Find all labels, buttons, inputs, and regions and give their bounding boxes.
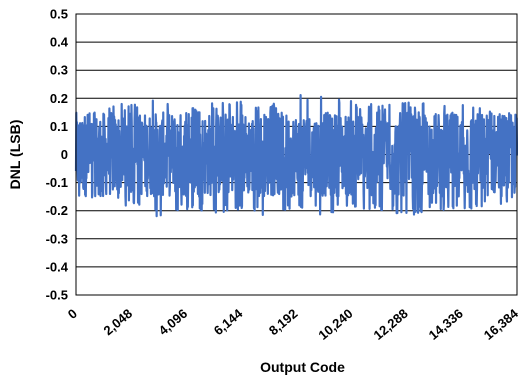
plot-frame [75, 13, 518, 296]
x-tick-label: 6,144 [211, 305, 246, 338]
y-tick-label: 0.4 [50, 35, 69, 50]
y-tick-label: 0.5 [50, 7, 68, 22]
x-tick-label: 2,048 [100, 306, 135, 338]
y-tick-label: 0.2 [50, 91, 68, 106]
x-tick-label: 12,288 [371, 306, 411, 343]
x-tick-label: 0 [65, 306, 80, 322]
dnl-series-line [74, 94, 518, 218]
y-tick-labels: 0.5 0.4 0.3 0.2 0.1 0 -0.1 -0.2 -0.3 -0.4 -0.5 [46, 7, 69, 303]
x-tick-label: 14,336 [426, 306, 466, 343]
y-tick-label: -0.5 [46, 288, 68, 303]
y-tick-label: 0 [61, 147, 68, 162]
x-tick-label: 16,384 [481, 305, 518, 343]
y-tick-label: -0.1 [46, 175, 68, 190]
x-tick-label: 4,096 [156, 306, 191, 338]
y-tick-label: -0.2 [46, 203, 68, 218]
y-tick-label: -0.4 [46, 259, 69, 274]
y-axis-title: DNL (LSB) [7, 120, 23, 190]
y-tick-label: 0.1 [50, 119, 68, 134]
x-tick-label: 10,240 [315, 306, 355, 343]
dnl-series [74, 94, 518, 218]
x-tick-labels: 0 2,048 4,096 6,144 8,192 10,240 12,288 14,336 1… [65, 305, 518, 343]
y-tick-label: -0.3 [46, 231, 68, 246]
x-axis-title: Output Code [260, 359, 345, 375]
x-tick-label: 8,192 [266, 306, 301, 338]
y-tick-label: 0.3 [50, 63, 68, 78]
